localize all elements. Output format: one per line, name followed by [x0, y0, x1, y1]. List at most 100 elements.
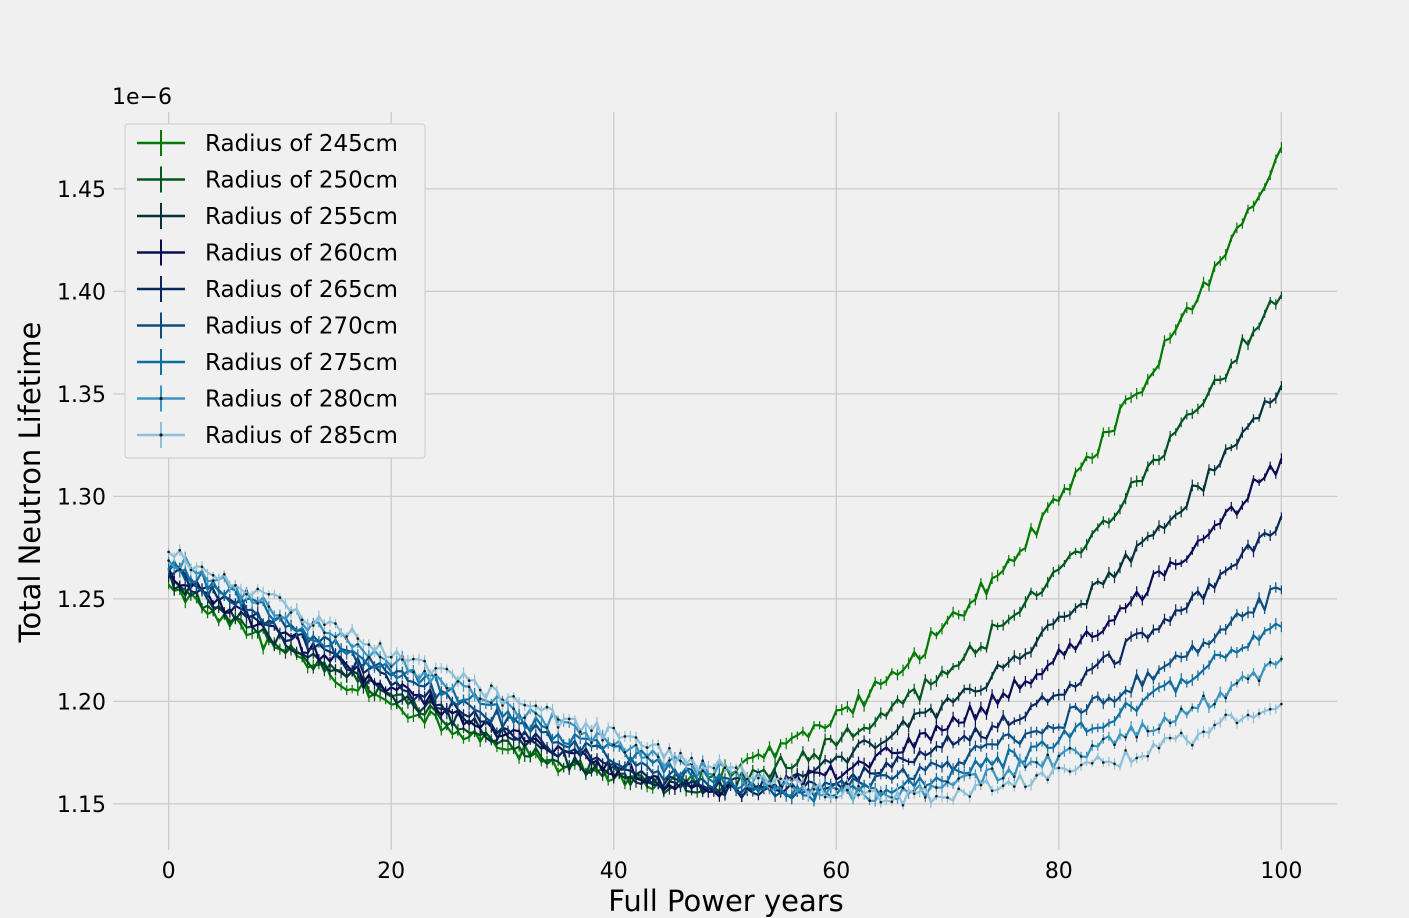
data-point	[423, 669, 426, 673]
y-tick-label: 1.15	[57, 793, 106, 818]
legend-label: Radius of 280cm	[205, 387, 398, 413]
data-point	[1057, 766, 1061, 770]
data-point	[801, 782, 805, 786]
data-point	[1135, 756, 1138, 760]
data-point	[645, 746, 649, 749]
data-point	[968, 773, 972, 777]
data-point	[623, 751, 627, 754]
data-point	[200, 565, 204, 569]
data-point	[1268, 660, 1272, 664]
data-point	[300, 618, 304, 621]
data-point	[1157, 727, 1161, 730]
data-point	[234, 584, 237, 587]
data-point	[679, 759, 682, 763]
data-point	[289, 611, 293, 614]
series-line	[167, 560, 1282, 803]
data-point	[367, 656, 371, 659]
data-point	[1046, 778, 1049, 782]
data-point	[1102, 761, 1105, 764]
data-point	[1257, 679, 1261, 682]
data-point	[1280, 702, 1283, 706]
data-point	[857, 784, 860, 788]
data-point	[456, 680, 460, 683]
data-point	[601, 738, 604, 742]
data-point	[223, 573, 226, 576]
y-tick-label: 1.20	[57, 690, 106, 715]
data-point	[835, 787, 838, 791]
data-point	[189, 568, 193, 572]
data-point	[612, 726, 615, 730]
legend-label: Radius of 255cm	[205, 204, 398, 230]
data-point	[901, 786, 905, 790]
legend: Radius of 245cm Radius of 250cm Radius of …	[124, 123, 426, 459]
data-point	[757, 771, 760, 774]
data-point	[278, 596, 282, 599]
data-point	[412, 670, 415, 674]
data-point	[957, 787, 960, 790]
data-point	[1113, 743, 1116, 746]
data-point	[879, 800, 883, 804]
data-point	[256, 602, 260, 605]
x-axis-label: Full Power years	[608, 884, 844, 918]
data-point	[634, 743, 638, 747]
data-point	[1157, 746, 1161, 750]
data-point	[434, 673, 438, 676]
data-point	[356, 642, 360, 646]
data-point	[590, 729, 593, 732]
data-point	[512, 707, 515, 710]
data-point	[846, 788, 849, 792]
data-point	[656, 755, 660, 758]
data-point	[211, 573, 215, 577]
data-point	[423, 659, 426, 663]
data-point	[734, 766, 738, 769]
data-point	[467, 685, 471, 689]
data-point	[1024, 765, 1027, 769]
data-point	[968, 795, 972, 798]
data-point	[1046, 753, 1049, 757]
legend-label: Radius of 260cm	[205, 241, 398, 267]
data-point	[478, 688, 482, 692]
data-point	[501, 698, 504, 702]
data-point	[245, 592, 248, 596]
x-tick-label: 40	[600, 859, 628, 884]
y-tick-label: 1.30	[57, 485, 106, 510]
data-point	[979, 783, 983, 787]
data-point	[434, 667, 438, 670]
data-point	[935, 786, 938, 789]
legend-label: Radius of 285cm	[205, 423, 398, 449]
series-line	[167, 515, 1283, 799]
data-point	[267, 593, 271, 596]
data-point	[857, 793, 860, 797]
data-point	[1079, 763, 1083, 767]
data-point	[389, 665, 393, 668]
data-point	[567, 717, 571, 721]
data-point	[723, 766, 727, 769]
data-point	[323, 631, 326, 634]
data-point	[612, 743, 615, 747]
data-point	[990, 767, 994, 770]
data-point	[534, 712, 538, 715]
data-point	[1102, 737, 1105, 741]
series-line	[167, 563, 1282, 800]
data-point	[1035, 774, 1038, 777]
data-point	[757, 776, 760, 780]
data-point	[312, 624, 315, 627]
data-point	[1079, 755, 1083, 758]
data-point	[1179, 707, 1183, 711]
legend-marker	[159, 433, 163, 437]
legend-marker	[159, 396, 163, 401]
y-tick-label: 1.35	[57, 383, 106, 408]
data-point	[590, 741, 593, 744]
data-point	[1146, 754, 1150, 758]
data-point	[178, 548, 182, 552]
y-offset-label: 1e−6	[112, 85, 172, 110]
data-point	[734, 770, 738, 774]
data-point	[1113, 762, 1116, 766]
data-point	[490, 684, 493, 687]
data-point	[690, 756, 693, 760]
data-point	[1257, 712, 1261, 715]
data-point	[334, 622, 337, 625]
data-point	[990, 789, 994, 793]
data-point	[323, 623, 326, 627]
data-point	[924, 785, 927, 789]
